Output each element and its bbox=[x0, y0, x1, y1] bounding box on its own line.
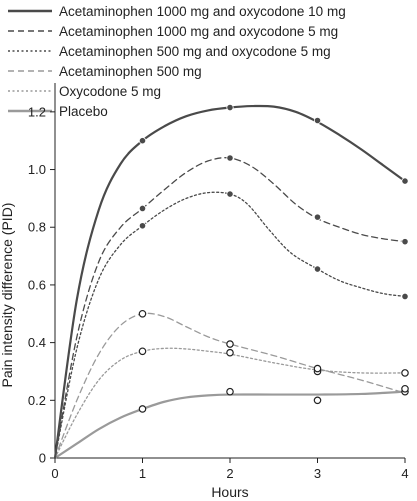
y-axis-title: Pain intensity difference (PID) bbox=[0, 203, 15, 388]
x-tick-label: 1 bbox=[139, 466, 146, 481]
data-point bbox=[138, 204, 147, 213]
series-line-5 bbox=[53, 390, 407, 460]
x-tick-label: 4 bbox=[401, 466, 408, 481]
data-point bbox=[138, 222, 147, 230]
legend-label: Acetaminophen 1000 mg and oxycodone 10 m… bbox=[59, 4, 346, 19]
series-line-1 bbox=[54, 157, 406, 459]
legend-label: Placebo bbox=[59, 104, 108, 119]
x-tick-label: 0 bbox=[51, 466, 58, 481]
y-tick-label: 0.4 bbox=[28, 335, 46, 350]
data-point bbox=[226, 340, 234, 348]
data-point bbox=[401, 238, 409, 246]
data-point bbox=[401, 177, 409, 185]
x-tick-label: 2 bbox=[226, 466, 233, 481]
y-tick-label: 0.6 bbox=[28, 277, 46, 292]
data-point bbox=[226, 348, 234, 357]
data-point bbox=[401, 369, 409, 377]
legend-label: Oxycodone 5 mg bbox=[59, 84, 161, 99]
data-point bbox=[313, 213, 322, 221]
data-point bbox=[313, 265, 322, 273]
legend: Acetaminophen 1000 mg and oxycodone 10 m… bbox=[8, 4, 346, 119]
data-point bbox=[313, 396, 322, 405]
x-tick-label: 3 bbox=[314, 466, 321, 481]
legend-label: Acetaminophen 1000 mg and oxycodone 5 mg bbox=[59, 24, 338, 39]
data-point bbox=[313, 364, 322, 373]
data-point bbox=[138, 347, 147, 356]
data-point bbox=[226, 103, 234, 112]
y-tick-label: 0.2 bbox=[28, 393, 46, 408]
data-point bbox=[138, 309, 147, 318]
plot-area bbox=[53, 103, 409, 460]
series-line-0 bbox=[53, 104, 407, 460]
x-axis-title: Hours bbox=[211, 484, 248, 500]
data-point bbox=[401, 384, 409, 393]
legend-label: Acetaminophen 500 mg bbox=[59, 64, 202, 79]
data-point bbox=[401, 292, 409, 301]
data-point bbox=[226, 190, 234, 198]
series-line-3 bbox=[54, 312, 406, 459]
legend-label: Acetaminophen 500 mg and oxycodone 5 mg bbox=[59, 44, 331, 59]
data-point bbox=[138, 137, 147, 145]
y-tick-label: 1.2 bbox=[28, 104, 46, 119]
series-line-4 bbox=[54, 347, 406, 459]
axes: 0 1 2 3 4 0 0.2 0.4 0.6 0.8 1.0 1.2 bbox=[28, 83, 409, 481]
y-tick-label: 1.0 bbox=[28, 162, 46, 177]
data-point bbox=[226, 387, 234, 396]
data-point bbox=[138, 405, 147, 413]
data-point bbox=[226, 154, 234, 162]
y-tick-label: 0.8 bbox=[28, 220, 46, 235]
y-tick-label: 0 bbox=[39, 451, 46, 466]
data-point bbox=[313, 116, 322, 125]
